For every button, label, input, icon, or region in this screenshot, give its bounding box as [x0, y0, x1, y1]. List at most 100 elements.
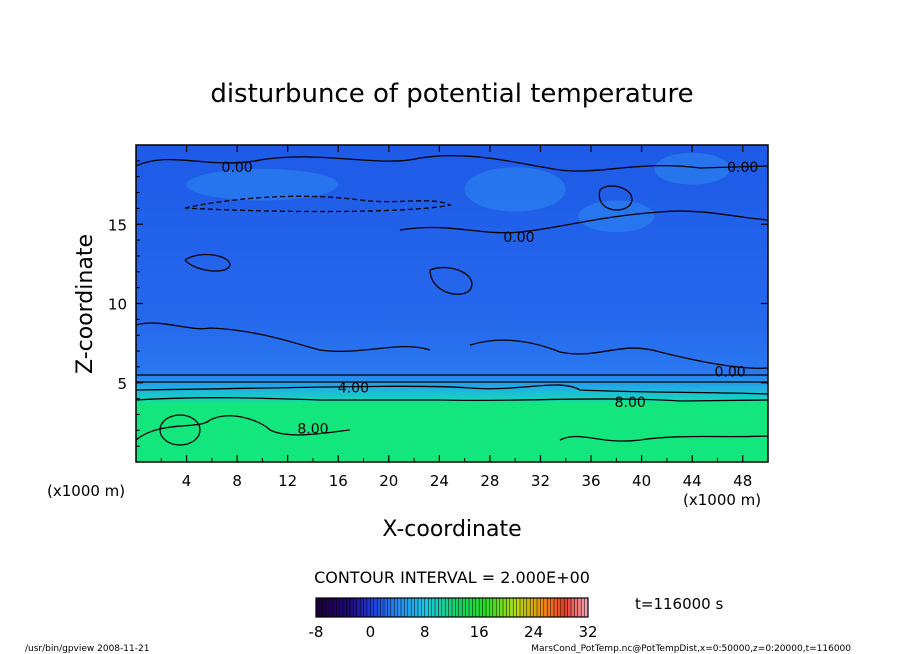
colorbar-cell: [329, 598, 334, 617]
colorbar-cell: [537, 598, 541, 617]
colorbar-cell: [353, 598, 358, 617]
colorbar-cell: [472, 598, 477, 617]
contour-line: [429, 266, 473, 295]
colorbar-cell: [526, 598, 531, 617]
colorbar-cell: [509, 598, 514, 617]
light-patch: [464, 167, 566, 212]
colorbar-cell: [387, 598, 392, 617]
colorbar-cell: [482, 598, 487, 617]
colorbar-cell: [581, 598, 586, 617]
colorbar-cell: [520, 598, 524, 617]
contour-label: 8.00: [297, 422, 328, 438]
colorbar-cell: [370, 598, 375, 617]
colorbar-cell: [574, 598, 579, 617]
colorbar-cell: [384, 598, 388, 617]
colorbar-tick-label: -8: [309, 623, 324, 641]
colorbar-cell: [322, 598, 327, 617]
contour-label: 8.00: [615, 395, 646, 411]
colorbar-cell: [360, 598, 365, 617]
colorbar-cell: [401, 598, 405, 617]
colorbar-cell: [435, 598, 439, 617]
x-tick-label: 8: [232, 472, 242, 490]
contour-line: [559, 435, 768, 442]
colorbar-cell: [564, 598, 569, 617]
colorbar-cell: [486, 598, 490, 617]
colorbar-cell: [503, 598, 507, 617]
colorbar-cell: [458, 598, 463, 617]
plot-area: 0.00 0.00 0.00 0.00 4.00 8.00 8.00: [135, 144, 769, 463]
colorbar-cell: [414, 598, 419, 617]
colorbar-cell: [554, 598, 558, 617]
light-patch: [654, 152, 731, 185]
colorbar-cell: [418, 598, 422, 617]
colorbar-tick-label: 16: [470, 623, 489, 641]
colorbar-cell: [540, 598, 545, 617]
y-tick-label: 10: [108, 296, 127, 314]
colorbar-cell: [356, 598, 361, 617]
colorbar-cell: [363, 598, 368, 617]
x-tick-label: 40: [632, 472, 651, 490]
colorbar-cell: [431, 598, 436, 617]
colorbar-cell: [411, 598, 416, 617]
x-tick-label: 36: [581, 472, 600, 490]
x-unit-left: (x1000 m): [47, 482, 125, 500]
colorbar-cell: [377, 598, 382, 617]
colorbar-cell: [373, 598, 378, 617]
colorbar-cell: [428, 598, 433, 617]
contour-label: 0.00: [222, 160, 253, 176]
colorbar-cell: [567, 598, 572, 617]
colorbar-cell: [346, 598, 351, 617]
x-axis-label: X-coordinate: [382, 517, 521, 542]
y-axis: 5 10 15: [108, 160, 768, 447]
x-tick-label: 4: [182, 472, 192, 490]
contour-label: 0.00: [727, 160, 758, 176]
colorbar-frame: [315, 597, 589, 618]
colorbar-cell: [316, 598, 320, 617]
contour-line: [136, 155, 768, 172]
colorbar-cell: [523, 598, 528, 617]
colorbar-cell: [343, 598, 348, 617]
x-tick-label: 16: [329, 472, 348, 490]
contour-line: [598, 185, 633, 211]
colorbar-cell: [475, 598, 480, 617]
colorbar-cell: [465, 598, 470, 617]
contour-line-negative: [184, 195, 453, 213]
y-axis-label: Z-coordinate: [73, 234, 98, 374]
light-patch: [186, 168, 339, 201]
colorbar-cell: [326, 598, 331, 617]
colorbar-ticks: -8 0 8 16 24 32: [309, 623, 598, 641]
footer-left: /usr/bin/gpview 2008-11-21: [25, 644, 149, 654]
contour-label: 4.00: [338, 381, 369, 397]
colorbar-cell: [441, 598, 446, 617]
colorbar-cell: [550, 598, 555, 617]
colorbar-cell: [479, 598, 484, 617]
colorbar-cell: [394, 598, 399, 617]
colorbar-cell: [350, 598, 354, 617]
colorbar-tick-label: 32: [578, 623, 597, 641]
colorbar-cell: [577, 598, 582, 617]
colorbar-cell: [506, 598, 511, 617]
colorbar-cell: [390, 598, 395, 617]
colorbar-tick-label: 24: [524, 623, 543, 641]
x-tick-label: 24: [430, 472, 449, 490]
colorbar-cell: [424, 598, 429, 617]
colorbar-cell: [533, 598, 538, 617]
colorbar-cell: [462, 598, 467, 617]
contour-line: [136, 397, 768, 402]
colorbar-cell: [560, 598, 565, 617]
footer-right: MarsCond_PotTemp.nc@PotTempDist,x=0:5000…: [531, 644, 851, 654]
colorbar-cell: [452, 598, 456, 617]
chart-title: disturbunce of potential temperature: [210, 79, 693, 109]
colorbar-cell: [455, 598, 460, 617]
colorbar-cell: [380, 598, 385, 617]
contour-line: [136, 384, 768, 395]
x-axis: 4 8 12 16 20 24 28 32 36 40 44 48: [160, 145, 752, 490]
colorbar-cell: [584, 598, 589, 617]
colorbar-cell: [367, 598, 371, 617]
colorbar-tick-label: 8: [420, 623, 430, 641]
colorbar-cell: [336, 598, 341, 617]
colorbar-cell: [557, 598, 562, 617]
colorbar-cell: [421, 598, 426, 617]
x-tick-label: 20: [379, 472, 398, 490]
